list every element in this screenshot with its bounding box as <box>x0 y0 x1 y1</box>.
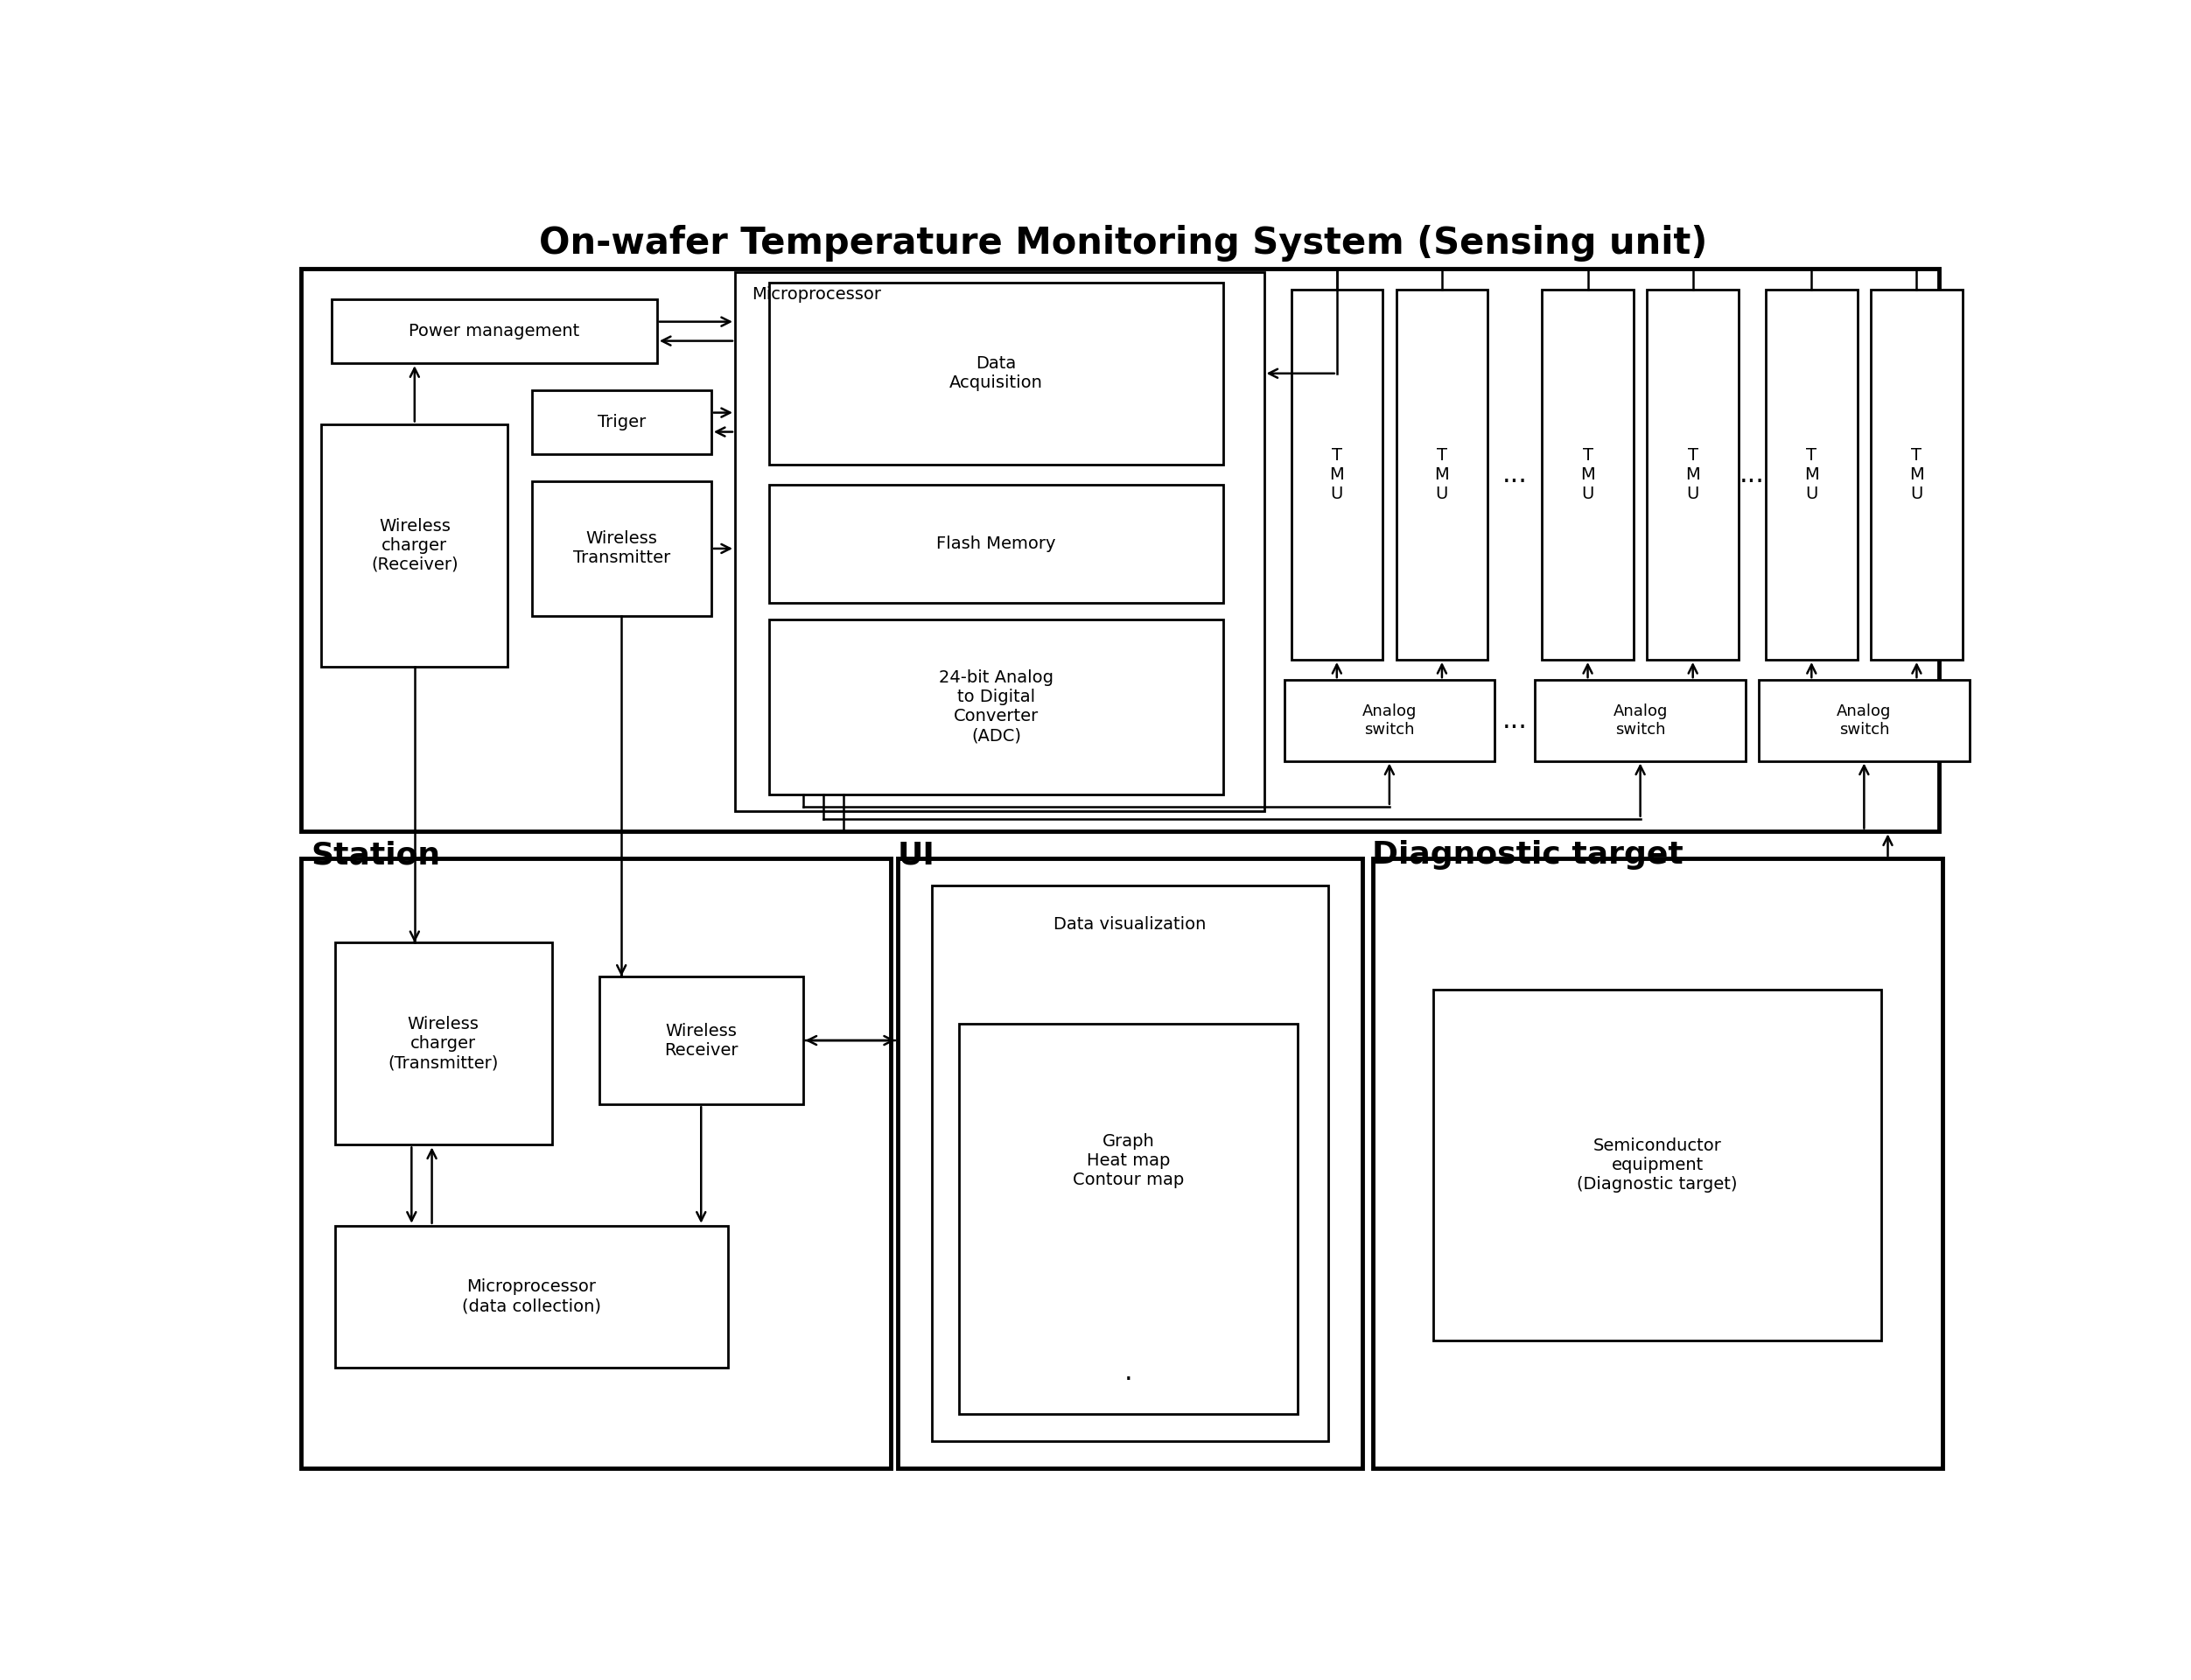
Bar <box>960 1023 1297 1415</box>
Bar <box>1759 680 1970 761</box>
Bar <box>322 423 508 667</box>
Bar <box>1284 680 1494 761</box>
Bar <box>532 390 712 454</box>
Bar <box>898 858 1363 1468</box>
Text: Wireless
charger
(Receiver): Wireless charger (Receiver) <box>370 517 458 573</box>
Text: Microprocessor
(data collection): Microprocessor (data collection) <box>462 1278 600 1314</box>
Bar <box>1396 289 1488 660</box>
Text: Flash Memory: Flash Memory <box>936 536 1056 551</box>
Bar <box>734 272 1264 811</box>
Text: On-wafer Temperature Monitoring System (Sensing unit): On-wafer Temperature Monitoring System (… <box>539 225 1707 262</box>
Text: T
M
U: T M U <box>1580 447 1595 502</box>
Text: Station: Station <box>311 840 440 870</box>
Text: Wireless
Transmitter: Wireless Transmitter <box>572 531 670 566</box>
Text: Wireless
charger
(Transmitter): Wireless charger (Transmitter) <box>388 1016 500 1072</box>
Text: T
M
U: T M U <box>1803 447 1819 502</box>
Text: Analog
switch: Analog switch <box>1836 704 1891 738</box>
Text: 24-bit Analog
to Digital
Converter
(ADC): 24-bit Analog to Digital Converter (ADC) <box>938 670 1054 744</box>
Text: Diagnostic target: Diagnostic target <box>1372 840 1683 870</box>
Bar <box>1648 289 1740 660</box>
Bar <box>300 858 892 1468</box>
Text: Triger: Triger <box>598 413 646 430</box>
Bar <box>335 942 552 1144</box>
Text: ...: ... <box>1740 462 1764 487</box>
Bar <box>1536 680 1746 761</box>
Bar <box>1766 289 1858 660</box>
Bar <box>600 976 802 1104</box>
Bar <box>769 484 1223 603</box>
Bar <box>1542 289 1634 660</box>
Text: Data
Acquisition: Data Acquisition <box>949 356 1043 391</box>
Bar <box>331 299 657 363</box>
Bar <box>300 269 1939 832</box>
Text: Analog
switch: Analog switch <box>1613 704 1667 738</box>
Bar <box>1372 858 1941 1468</box>
Text: T
M
U: T M U <box>1435 447 1448 502</box>
Text: Graph
Heat map
Contour map: Graph Heat map Contour map <box>1074 1132 1183 1188</box>
Bar <box>769 620 1223 795</box>
Text: T
M
U: T M U <box>1330 447 1343 502</box>
Text: Microprocessor: Microprocessor <box>752 286 881 302</box>
Text: ·: · <box>1124 1368 1133 1393</box>
Bar <box>1433 990 1882 1341</box>
Bar <box>335 1226 727 1368</box>
Bar <box>532 480 712 617</box>
Text: Power management: Power management <box>410 323 581 339</box>
Text: Semiconductor
equipment
(Diagnostic target): Semiconductor equipment (Diagnostic targ… <box>1578 1137 1737 1193</box>
Bar <box>931 885 1328 1441</box>
Text: Analog
switch: Analog switch <box>1363 704 1418 738</box>
Bar <box>769 282 1223 464</box>
Text: ...: ... <box>1503 707 1527 732</box>
Text: Wireless
Receiver: Wireless Receiver <box>664 1023 738 1058</box>
Text: Data visualization: Data visualization <box>1054 916 1207 932</box>
Text: T
M
U: T M U <box>1908 447 1924 502</box>
Text: ...: ... <box>1503 462 1527 487</box>
Bar <box>1871 289 1963 660</box>
Bar <box>1290 289 1383 660</box>
Text: T
M
U: T M U <box>1685 447 1700 502</box>
Text: UI: UI <box>898 840 936 870</box>
